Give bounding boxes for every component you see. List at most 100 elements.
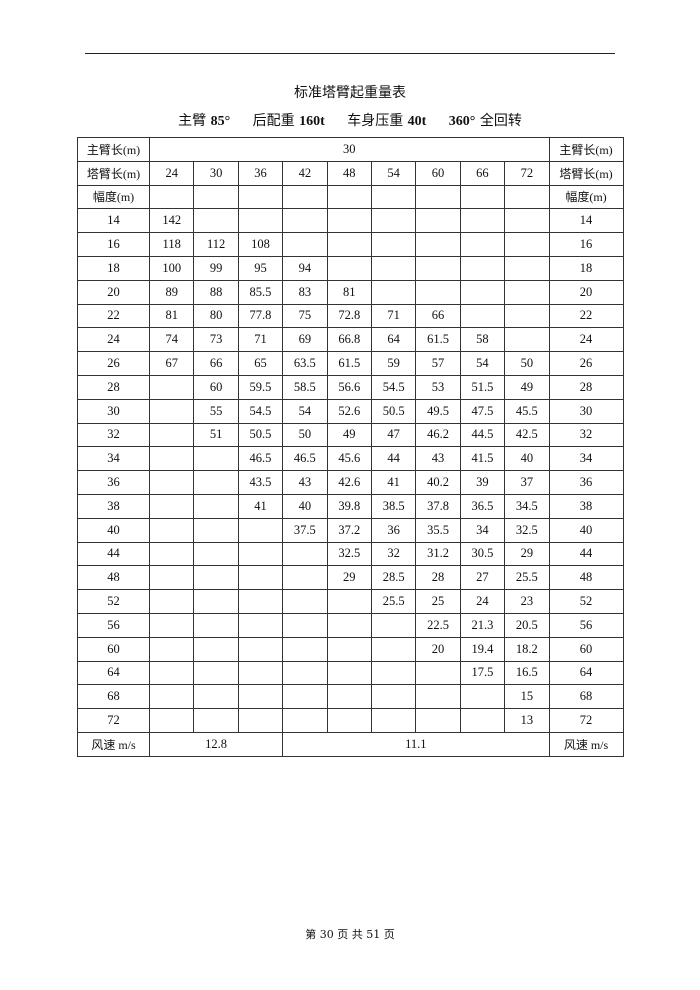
load-cell [148,493,195,519]
radius-cell: 22 [77,303,150,329]
radius-cell: 40 [77,517,150,543]
load-cell: 46.5 [282,446,328,472]
load-cell: 34.5 [504,493,550,519]
body-weight-value: 40t [407,114,427,129]
load-cell: 31.2 [415,541,461,567]
load-cell: 21.3 [459,612,506,638]
load-cell: 37.8 [415,493,461,519]
load-cell: 36 [370,517,417,543]
load-cell [282,708,328,733]
empty-cell [504,184,550,210]
jib-length-cell: 54 [370,160,417,186]
load-cell [193,541,239,567]
jib-length-cell: 66 [459,160,506,186]
page-number: 第 30 页 共 51 页 [305,928,395,941]
table-row: 48 29 28.5 28 27 25.5 48 [77,565,624,591]
load-cell: 30.5 [459,541,506,567]
radius-cell: 52 [77,589,150,614]
load-cell: 25.5 [504,565,550,591]
load-cell: 61.5 [415,327,461,353]
load-cell [415,708,461,733]
load-cell: 43 [415,446,461,472]
load-cell [193,612,239,638]
table-row: 52 25.5 25 24 23 52 [77,589,624,614]
load-cell [504,279,550,305]
counterweight-value: 160t [299,114,325,129]
jib-length-cell: 60 [415,160,461,186]
radius-cell-right: 18 [548,255,624,281]
load-cell: 45.6 [326,446,372,472]
load-cell: 59.5 [237,374,284,400]
load-cell: 23 [504,589,550,614]
load-cell [193,517,239,543]
load-cell [415,660,461,686]
load-cell: 43.5 [237,470,284,495]
wind-speed-row: 风速 m/s 12.8 11.1 风速 m/s [77,731,624,757]
load-cell [148,589,195,614]
load-cell: 95 [237,255,284,281]
load-cell: 77.8 [237,303,284,329]
main-boom-label-right: 主臂长(m) [548,137,624,162]
radius-label-right: 幅度(m) [548,184,624,210]
table-row: 60 20 19.4 18.2 60 [77,636,624,662]
load-cell: 47 [370,422,417,448]
load-cell: 99 [193,255,239,281]
load-cell: 142 [148,208,195,234]
load-cell [193,684,239,710]
load-cell: 83 [282,279,328,305]
page-title: 标准塔臂起重量表 [294,85,406,101]
load-cell [193,589,239,614]
load-cell: 27 [459,565,506,591]
radius-cell-right: 40 [548,517,624,543]
load-cell: 29 [326,565,372,591]
radius-cell: 64 [77,660,150,686]
radius-cell: 44 [77,541,150,567]
load-cell [193,565,239,591]
load-cell [237,565,284,591]
load-cell: 42.6 [326,470,372,495]
load-cell: 15 [504,684,550,710]
empty-cell [459,184,506,210]
load-cell [326,636,372,662]
radius-cell: 60 [77,636,150,662]
load-cell: 50 [282,422,328,448]
radius-header-row: 幅度(m) 幅度(m) [77,184,624,210]
radius-cell: 28 [77,374,150,400]
load-cell: 65 [237,351,284,376]
load-cell: 50 [504,351,550,376]
table-row: 16 118 112 108 16 [77,232,624,257]
load-cell [370,208,417,234]
jib-length-cell: 42 [282,160,328,186]
radius-cell: 68 [77,684,150,710]
radius-cell-right: 56 [548,612,624,638]
load-cell [459,279,506,305]
load-cell [148,422,195,448]
radius-cell: 24 [77,327,150,353]
load-cell [326,255,372,281]
load-cell: 47.5 [459,398,506,424]
load-cell: 46.2 [415,422,461,448]
table-row: 18 100 99 95 94 18 [77,255,624,281]
load-cell [148,446,195,472]
load-cell: 22.5 [415,612,461,638]
load-cell: 66 [193,351,239,376]
load-cell [148,517,195,543]
table-row: 24 74 73 71 69 66.8 64 61.5 58 24 [77,327,624,353]
load-cell [148,708,195,733]
radius-cell-right: 72 [548,708,624,733]
load-cell [504,232,550,257]
load-cell: 66.8 [326,327,372,353]
load-cell: 43 [282,470,328,495]
load-cell [148,398,195,424]
load-cell [326,660,372,686]
load-cell: 42.5 [504,422,550,448]
radius-label: 幅度(m) [77,184,150,210]
load-cell [282,636,328,662]
load-cell: 36.5 [459,493,506,519]
table-row: 22 81 80 77.8 75 72.8 71 66 22 [77,303,624,329]
load-cell: 44 [370,446,417,472]
load-cell: 85.5 [237,279,284,305]
load-cell: 59 [370,351,417,376]
load-cell: 89 [148,279,195,305]
load-cell [415,684,461,710]
